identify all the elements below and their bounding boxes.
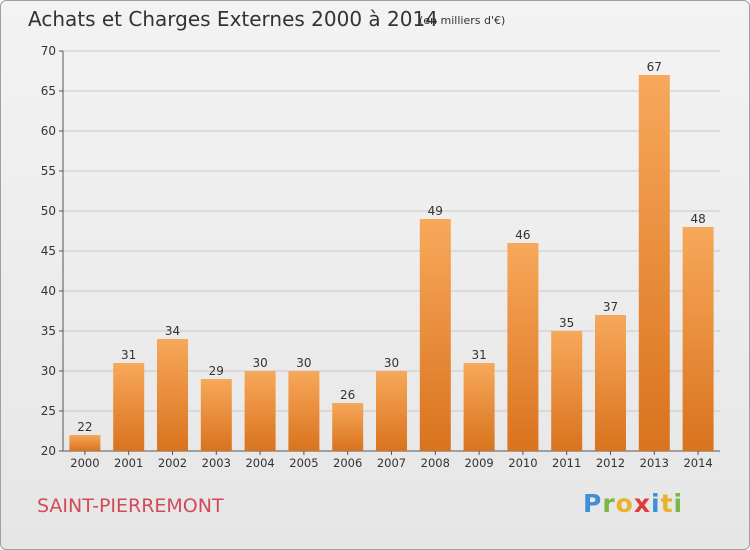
x-tick-label: 2003: [202, 456, 231, 470]
chart-title: Achats et Charges Externes 2000 à 2014: [28, 7, 438, 31]
bars: [69, 75, 714, 451]
bar-2003: [200, 379, 232, 451]
x-tick-label: 2007: [377, 456, 406, 470]
y-tick-label: 25: [41, 404, 56, 418]
data-label-2012: 37: [603, 300, 618, 314]
logo-letter: i: [651, 489, 661, 518]
x-tick-label: 2011: [552, 456, 581, 470]
data-label-2014: 48: [690, 212, 705, 226]
logo-letter: r: [602, 489, 616, 518]
data-label-2013: 67: [647, 60, 662, 74]
logo-letter: o: [615, 489, 634, 518]
x-tick-label: 2005: [289, 456, 318, 470]
bar-2008: [419, 219, 451, 451]
bar-2010: [507, 243, 539, 451]
data-label-2006: 26: [340, 388, 355, 402]
x-tick-label: 2000: [70, 456, 99, 470]
y-tick-label: 20: [41, 444, 56, 458]
bar-2006: [332, 403, 364, 451]
x-tick-label: 2014: [683, 456, 712, 470]
data-labels: 22 31 34 29 30 30 26 30 49 31 46 35 37 67 48: [77, 60, 705, 434]
data-label-2011: 35: [559, 316, 574, 330]
commune-name: SAINT-PIERREMONT: [37, 495, 224, 517]
data-label-2007: 30: [384, 356, 399, 370]
bar-2002: [157, 339, 188, 451]
bar-2011: [551, 331, 583, 451]
x-tick-label: 2012: [596, 456, 625, 470]
y-tick-label: 35: [41, 324, 56, 338]
data-label-2009: 31: [471, 348, 486, 362]
logo-letter: t: [660, 489, 674, 518]
y-tick-label: 60: [41, 124, 56, 138]
logo-letter: i: [673, 489, 684, 518]
bar-2004: [244, 371, 276, 451]
x-tick-label: 2009: [464, 456, 493, 470]
logo-letter: P: [583, 489, 603, 518]
x-tick-label: 2013: [640, 456, 669, 470]
y-tick-label: 30: [41, 364, 56, 378]
bar-2009: [463, 363, 495, 451]
data-label-2008: 49: [428, 204, 443, 218]
y-tick-label: 65: [41, 84, 56, 98]
data-label-2004: 30: [252, 356, 267, 370]
chart-subtitle: (en milliers d'€): [419, 14, 506, 27]
x-tick-label: 2004: [245, 456, 274, 470]
x-tick-label: 2008: [421, 456, 450, 470]
y-tick-label: 50: [41, 204, 56, 218]
y-tick-label: 70: [41, 44, 56, 58]
data-label-2000: 22: [77, 420, 92, 434]
bar-2001: [113, 363, 145, 451]
data-label-2002: 34: [165, 324, 180, 338]
x-tick-label: 2006: [333, 456, 362, 470]
bar-2000: [69, 435, 101, 451]
bar-2007: [376, 371, 407, 451]
bar-2012: [595, 315, 626, 451]
proxiti-logo: Proxiti: [583, 489, 683, 518]
data-label-2005: 30: [296, 356, 311, 370]
bar-2014: [682, 227, 714, 451]
bar-2013: [638, 75, 670, 451]
y-tick-label: 45: [41, 244, 56, 258]
x-tick-label: 2002: [158, 456, 187, 470]
data-label-2010: 46: [515, 228, 530, 242]
y-tick-label: 55: [41, 164, 56, 178]
logo-letter: x: [633, 489, 651, 518]
x-tick-label: 2010: [508, 456, 537, 470]
data-label-2001: 31: [121, 348, 136, 362]
data-label-2003: 29: [209, 364, 224, 378]
bar-2005: [288, 371, 320, 451]
x-tick-label: 2001: [114, 456, 143, 470]
y-tick-label: 40: [41, 284, 56, 298]
